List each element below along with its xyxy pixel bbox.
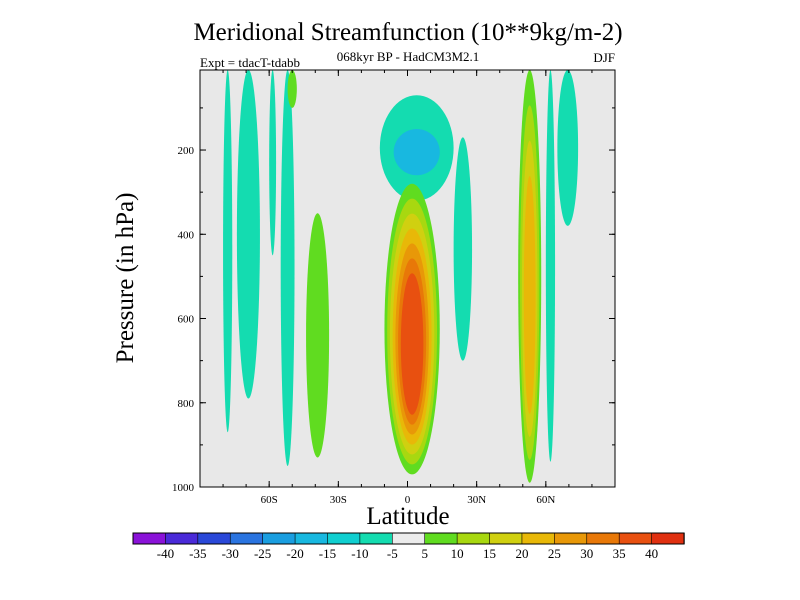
colorbar-swatch	[586, 532, 620, 545]
colorbar-label: 5	[421, 546, 428, 561]
colorbar-label: -10	[351, 546, 368, 561]
colorbar-swatch	[165, 532, 199, 545]
colorbar-label: -5	[387, 546, 398, 561]
y-axis-label: Pressure (in hPa)	[112, 193, 139, 364]
x-tick-label: 60N	[536, 494, 555, 506]
nh-column-3	[557, 70, 579, 226]
colorbar-label: 10	[451, 546, 464, 561]
x-tick-label: 60S	[261, 494, 278, 506]
colorbar-label: -30	[222, 546, 239, 561]
equatorial-cell-level-7	[400, 273, 424, 415]
y-tick-label: 400	[178, 229, 195, 241]
season-label: DJF	[593, 50, 615, 65]
colorbar-swatch	[618, 532, 653, 545]
upper-negative-core	[393, 128, 440, 176]
y-tick-label: 200	[178, 145, 195, 157]
x-tick-label: 0	[405, 494, 411, 506]
sh-column-2	[236, 70, 260, 399]
x-tick-label: 30N	[467, 494, 486, 506]
colorbar-swatch	[489, 532, 523, 545]
y-tick-label: 1000	[172, 482, 195, 494]
y-tick-label: 800	[178, 398, 195, 410]
colorbar-swatch	[391, 532, 426, 545]
colorbar-label: -25	[254, 546, 271, 561]
colorbar-label: 15	[483, 546, 496, 561]
colorbar-swatch	[327, 532, 361, 545]
colorbar-label: -35	[189, 546, 206, 561]
sh-green-upper	[287, 70, 297, 108]
sh-column-1	[223, 70, 233, 433]
colorbar-swatch	[132, 532, 167, 545]
chart-subtitle: 068kyr BP - HadCM3M2.1	[337, 49, 480, 64]
chart-title: Meridional Streamfunction (10**9kg/m-2)	[193, 19, 622, 46]
colorbar-swatch	[197, 532, 231, 545]
colorbar-swatch	[359, 532, 393, 545]
colorbar-label: -20	[286, 546, 303, 561]
contour-layer	[223, 70, 579, 483]
colorbar-label: 20	[515, 546, 528, 561]
colorbar-label: -15	[319, 546, 336, 561]
nh-column-1	[453, 137, 473, 361]
colorbar-swatch	[424, 532, 458, 545]
colorbar-frame	[132, 532, 685, 545]
nh-positive-column-level-4	[523, 176, 536, 414]
x-axis-label: Latitude	[366, 503, 449, 530]
colorbar-swatch	[294, 532, 329, 545]
colorbar-swatch	[456, 532, 491, 545]
experiment-label: Expt = tdacT-tdabb	[200, 55, 300, 70]
colorbar-label: 25	[548, 546, 561, 561]
colorbar-label: 30	[580, 546, 593, 561]
colorbar-label: 40	[645, 546, 658, 561]
colorbar-swatch	[651, 532, 685, 545]
colorbar: -40 -35 -30 -25 -20 -15 -10 -5 5 10 15 20 25 30 35 40	[132, 532, 685, 561]
colorbar-label: -40	[157, 546, 174, 561]
colorbar-swatch	[554, 532, 588, 545]
sh-column-4	[280, 70, 295, 466]
x-tick-label: 30S	[330, 494, 347, 506]
sh-column-3	[269, 70, 277, 256]
colorbar-swatch	[262, 532, 296, 545]
axes-layer: 60S 30S 0 30N 60N 200 400 600 800 1000	[172, 70, 615, 506]
colorbar-swatch	[229, 532, 264, 545]
colorbar-label: 35	[613, 546, 626, 561]
colorbar-swatch	[521, 532, 556, 545]
sh-green-mid	[306, 213, 330, 458]
y-tick-label: 600	[178, 314, 195, 326]
nh-column-2	[545, 70, 556, 462]
